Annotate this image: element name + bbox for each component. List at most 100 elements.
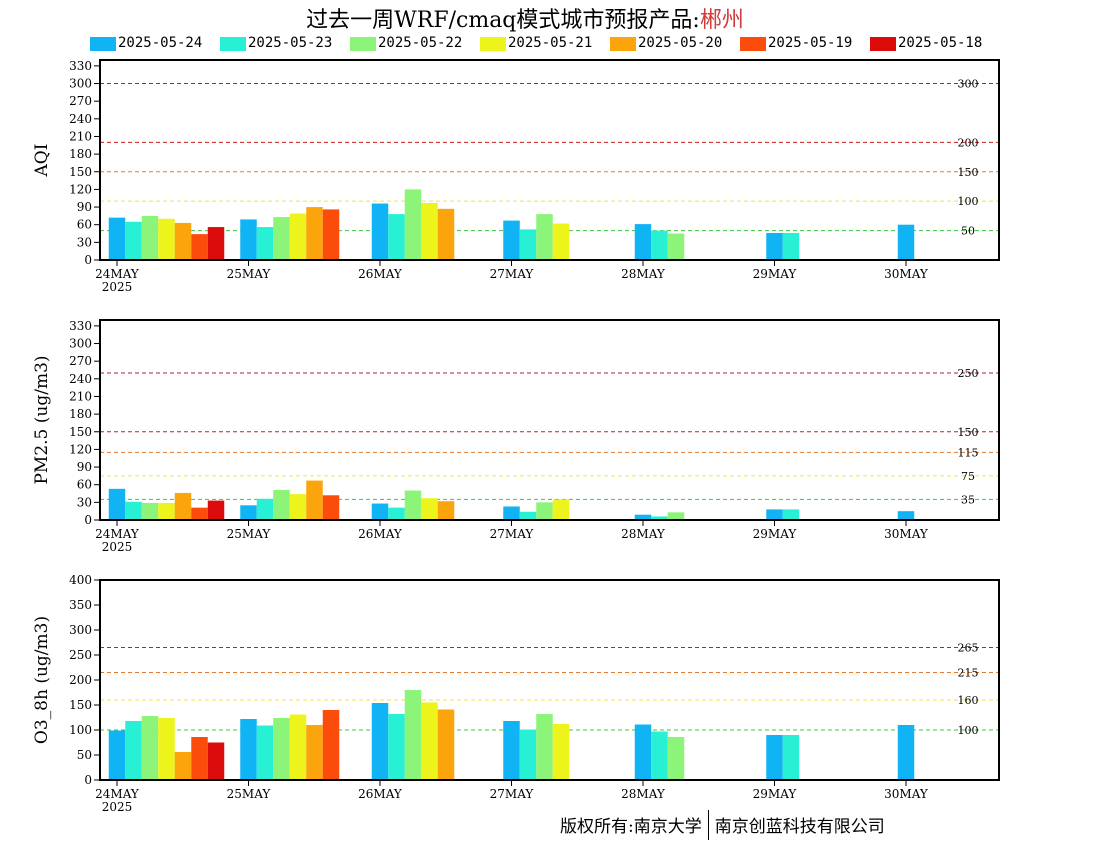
bar	[404, 690, 422, 780]
bar	[766, 232, 783, 260]
x-tick-label: 27MAY	[490, 267, 535, 281]
x-tick-label: 26MAY	[358, 787, 403, 801]
bar	[536, 214, 553, 260]
threshold-label: 100	[958, 195, 979, 208]
bar	[322, 710, 340, 780]
bar	[371, 703, 389, 780]
threshold-label: 100	[958, 724, 979, 737]
y-tick-label: 60	[77, 478, 92, 492]
copyright-company: 南京创蓝科技有限公司	[714, 817, 885, 837]
bar	[371, 503, 389, 520]
chart-panel: 0 50 100 150 200 250 300 350 400 O3_8h (ug/m3) 265…	[32, 573, 1000, 814]
bar	[108, 488, 126, 520]
bar	[634, 514, 652, 520]
title-prefix: 过去一周WRF/cmaq模式城市预报产品:	[306, 8, 700, 33]
bar	[158, 502, 175, 520]
x-tick-label: 26MAY	[358, 267, 403, 281]
bar	[108, 730, 126, 780]
y-tick-label: 120	[69, 442, 92, 456]
bar	[125, 221, 142, 260]
bar	[371, 203, 389, 260]
legend-label: 2025-05-24	[118, 35, 203, 51]
bar	[519, 229, 537, 260]
bar	[256, 498, 274, 520]
legend-swatch	[480, 37, 506, 51]
x-tick-label: 24MAY	[95, 527, 140, 541]
x-tick-label: 28MAY	[621, 267, 666, 281]
bar	[503, 220, 520, 260]
bar	[503, 721, 520, 780]
plot-frame	[99, 579, 1000, 781]
bar	[634, 224, 652, 260]
y-tick-label: 60	[77, 218, 92, 232]
x-tick-label: 27MAY	[490, 527, 535, 541]
y-tick-label: 250	[69, 648, 92, 662]
bar	[191, 507, 208, 520]
threshold-label: 200	[958, 136, 979, 149]
bar	[782, 735, 800, 780]
bar	[306, 725, 323, 780]
bar	[207, 227, 225, 260]
bar	[289, 714, 307, 780]
x-tick-label: 27MAY	[490, 787, 535, 801]
x-tick-label: 30MAY	[884, 267, 929, 281]
y-tick-label: 150	[69, 165, 92, 179]
x-tick-label: 29MAY	[753, 787, 798, 801]
y-tick-label: 0	[84, 513, 92, 527]
bar	[174, 492, 192, 520]
y-tick-label: 330	[69, 319, 92, 333]
x-year-label: 2025	[102, 800, 133, 814]
legend-swatch	[350, 37, 376, 51]
bar	[388, 214, 405, 260]
bar	[634, 724, 652, 780]
y-tick-label: 120	[69, 182, 92, 196]
bar	[519, 511, 537, 520]
y-tick-label: 30	[77, 235, 92, 249]
threshold-label: 150	[958, 166, 979, 179]
x-year-label: 2025	[102, 540, 133, 554]
bar	[503, 506, 520, 520]
y-tick-label: 300	[69, 623, 92, 637]
bar	[306, 207, 323, 260]
chart-title: 过去一周WRF/cmaq模式城市预报产品:郴州	[0, 2, 1050, 34]
bar	[651, 516, 668, 520]
bar	[897, 511, 915, 520]
y-tick-label: 50	[77, 748, 92, 762]
chart-panel: 0 30 60 90 120 150 180 210 240 270 300 330 PM2.5 (ug…	[32, 319, 1000, 554]
x-tick-label: 30MAY	[884, 787, 929, 801]
bar	[651, 731, 668, 780]
bar	[782, 509, 800, 520]
bar	[536, 714, 553, 780]
bar	[207, 500, 225, 520]
x-tick-label: 28MAY	[621, 787, 666, 801]
bar	[388, 714, 405, 780]
copyright-owner: 版权所有:南京大学	[560, 817, 702, 837]
threshold-label: 265	[958, 642, 979, 655]
y-tick-label: 150	[69, 425, 92, 439]
bar	[519, 729, 537, 780]
bar	[536, 502, 553, 520]
bar	[437, 709, 455, 780]
legend-label: 2025-05-21	[508, 35, 593, 51]
bar	[552, 499, 570, 520]
bar	[158, 218, 175, 260]
bar	[897, 224, 915, 260]
y-tick-label: 270	[69, 94, 92, 108]
bar	[273, 217, 290, 260]
bar	[667, 233, 685, 260]
bar	[766, 735, 783, 780]
bar	[322, 209, 340, 260]
bar	[174, 752, 192, 780]
bar	[273, 490, 290, 520]
y-tick-label: 240	[69, 112, 92, 126]
legend-label: 2025-05-23	[248, 35, 333, 51]
y-tick-label: 350	[69, 598, 92, 612]
bar	[421, 702, 438, 780]
bar	[421, 202, 438, 260]
bar	[141, 215, 159, 260]
legend-swatch	[740, 37, 766, 51]
y-tick-label: 90	[77, 460, 92, 474]
x-tick-label: 28MAY	[621, 527, 666, 541]
y-tick-label: 100	[69, 723, 92, 737]
